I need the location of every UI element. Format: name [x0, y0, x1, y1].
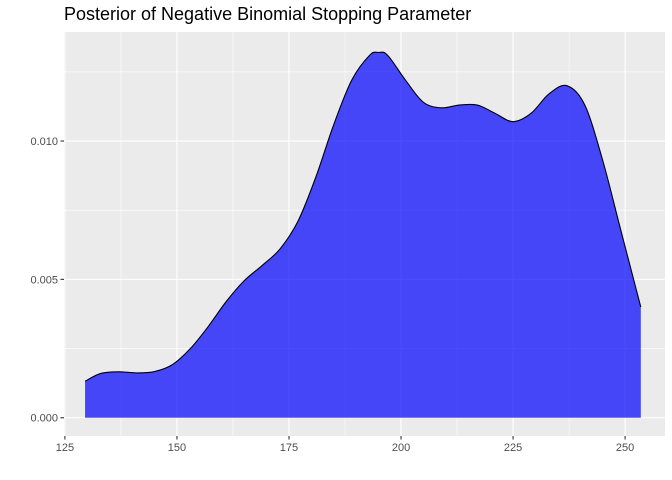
x-tick-label: 200	[392, 442, 410, 454]
x-tick-label: 125	[56, 442, 74, 454]
y-tick-label: 0.000	[30, 413, 58, 425]
x-tick-label: 150	[168, 442, 186, 454]
x-tick-label: 175	[280, 442, 298, 454]
x-tick-label: 225	[504, 442, 522, 454]
chart-title: Posterior of Negative Binomial Stopping …	[64, 4, 472, 24]
density-marks	[84, 51, 642, 418]
axes: 125 150 175 200 225 250 0.000 0.005 0.010	[30, 136, 634, 454]
y-tick-label: 0.010	[30, 136, 58, 148]
x-tick-label: 250	[616, 442, 634, 454]
density-curve	[84, 51, 642, 382]
y-tick-label: 0.005	[30, 274, 58, 286]
density-area	[85, 52, 641, 418]
